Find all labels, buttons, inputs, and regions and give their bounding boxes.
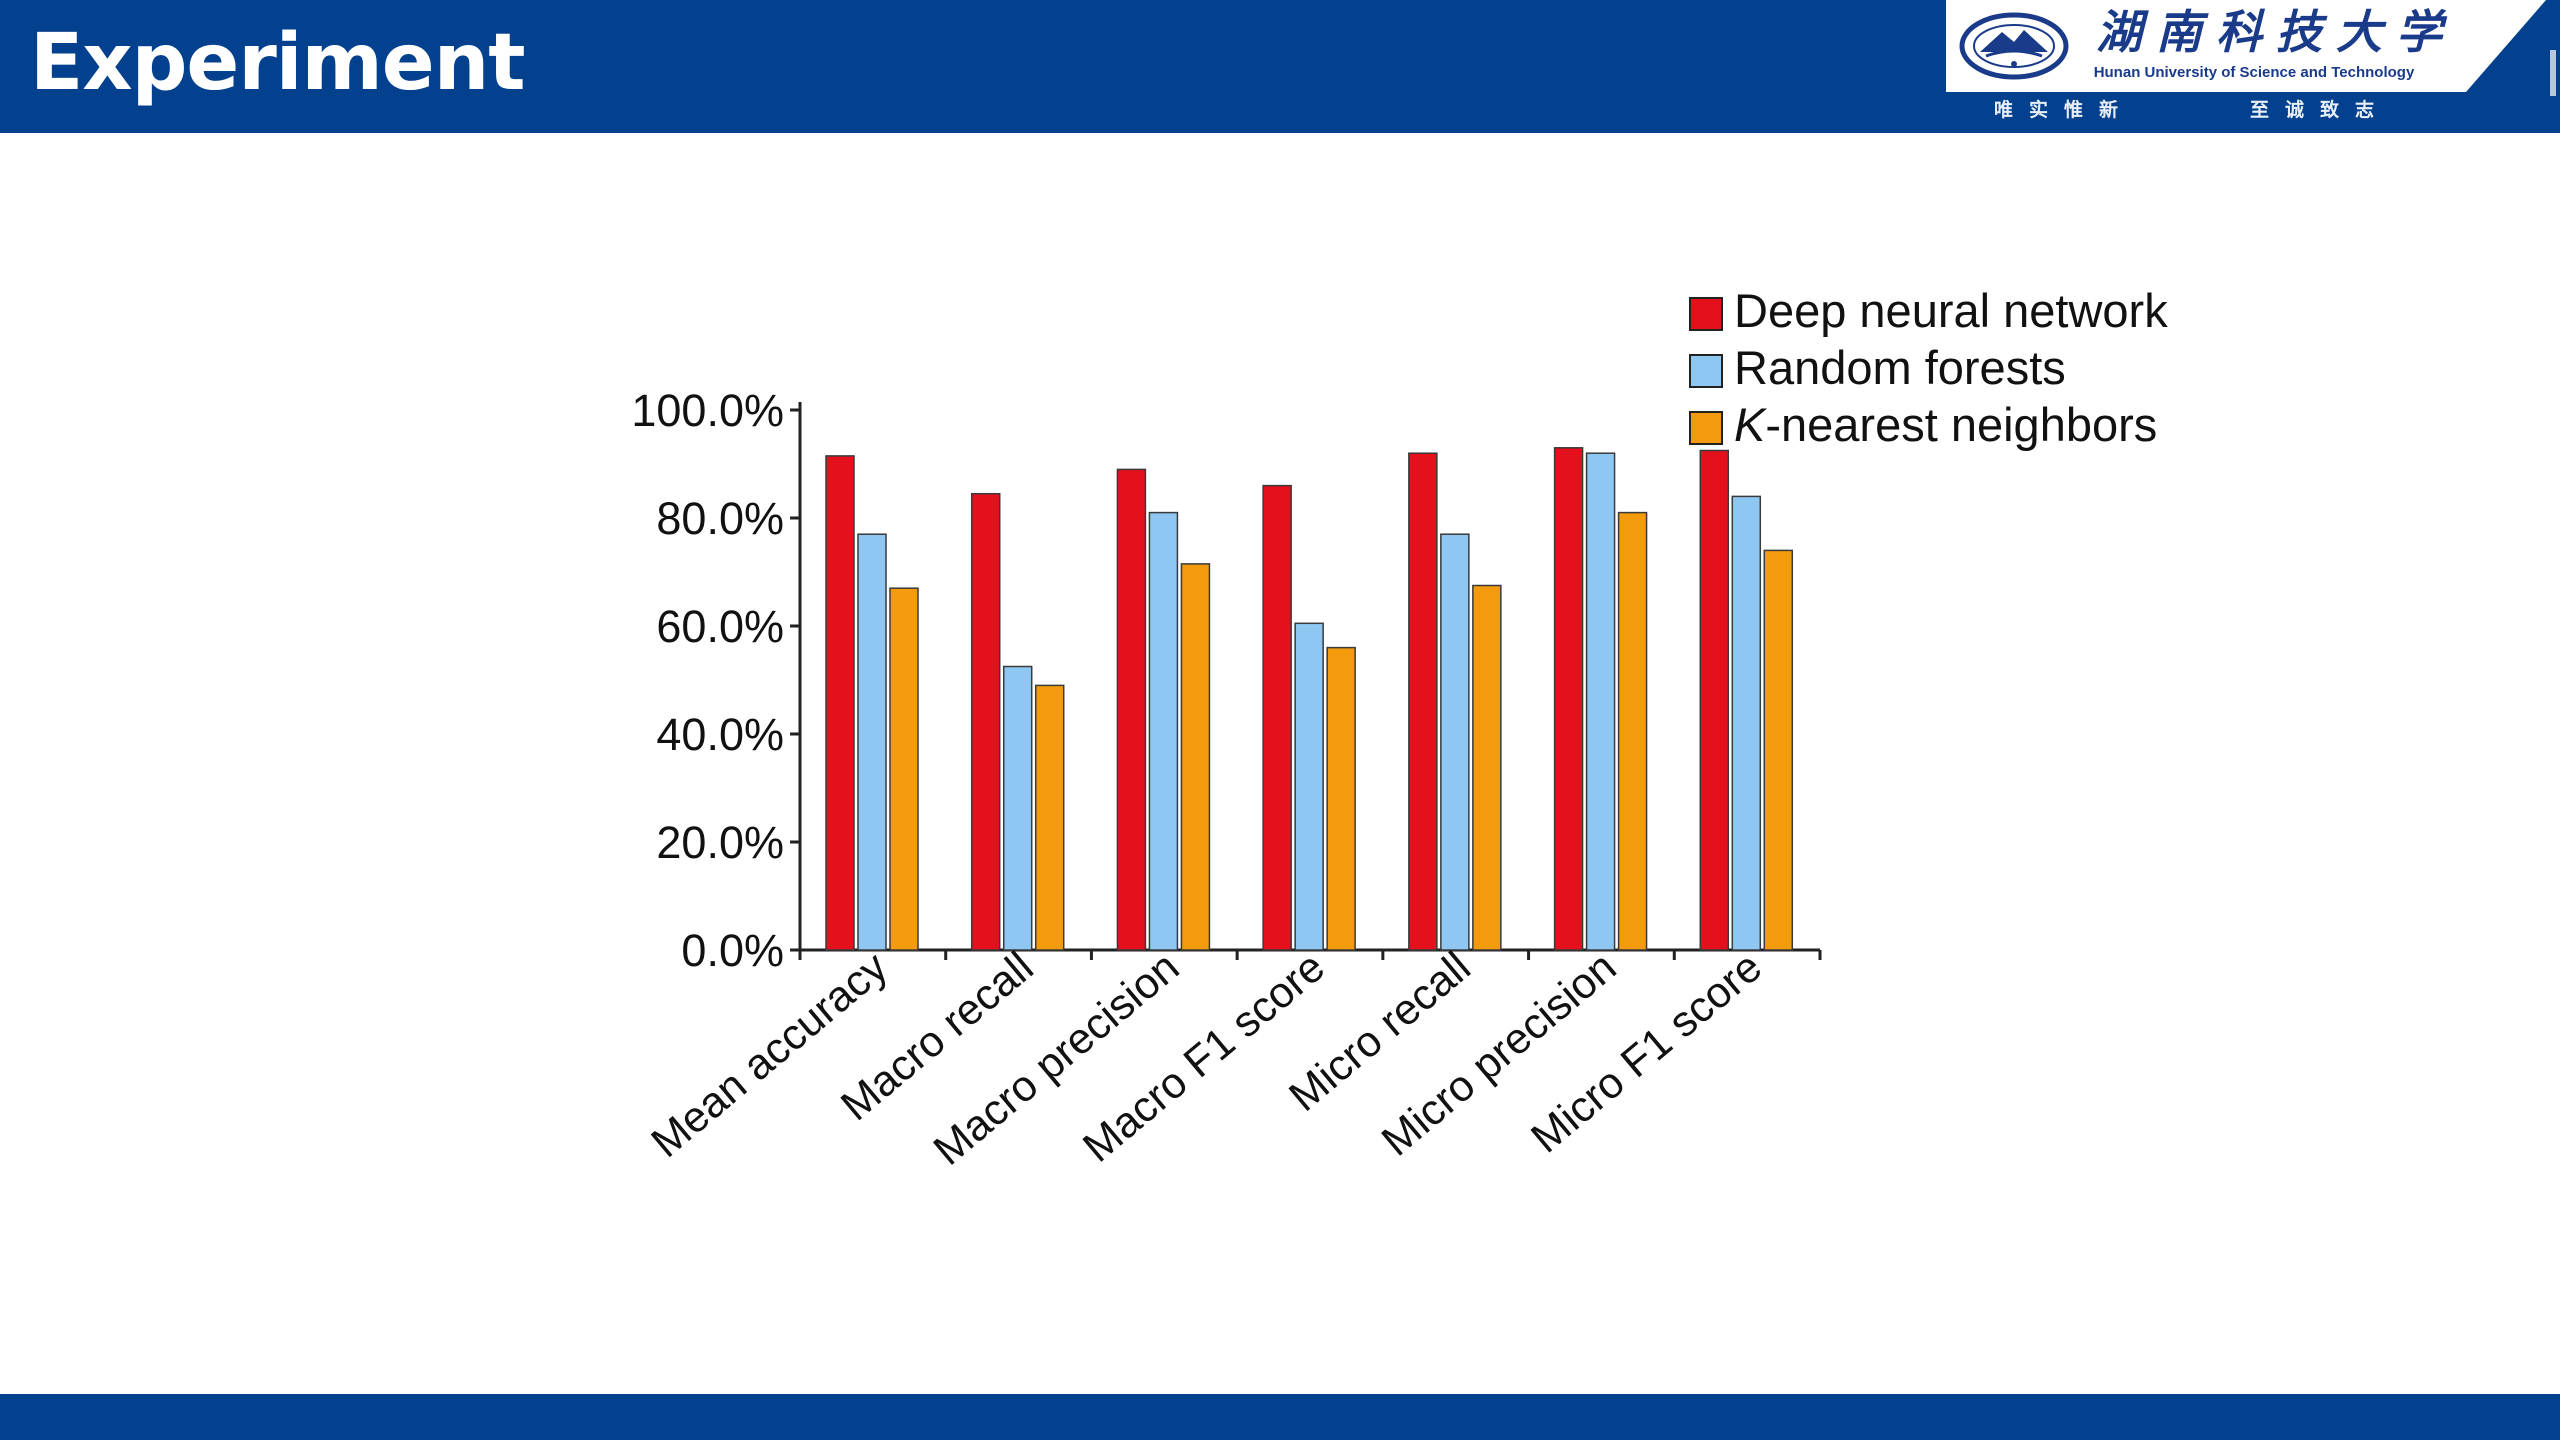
y-tick-label: 60.0%	[656, 601, 784, 652]
bar	[1472, 584, 1502, 951]
x-tick-label: Macro F1 score	[1074, 943, 1334, 1172]
x-tick-label: Mean accuracy	[643, 943, 898, 1168]
bar	[1294, 622, 1324, 951]
y-tick-label: 0.0%	[681, 925, 784, 976]
bar	[1553, 447, 1584, 951]
bar	[1002, 665, 1033, 951]
y-tick-label: 80.0%	[656, 493, 784, 544]
university-name-cn: 湖南科技大学	[2096, 5, 2456, 59]
legend-label: Random forests	[1734, 341, 2066, 394]
motto-left: 唯实惟新	[1994, 99, 2135, 121]
header-bar: Experiment 湖南科技大学 Hunan University of Sc…	[0, 0, 2560, 133]
bar	[1116, 468, 1147, 951]
bar	[1408, 452, 1438, 951]
bar	[1585, 452, 1616, 951]
university-name-en: Hunan University of Science and Technolo…	[2093, 64, 2415, 81]
bar	[857, 533, 887, 951]
motto-right: 至诚致志	[2250, 99, 2391, 121]
bar	[889, 587, 919, 951]
header-edge-mark	[2550, 50, 2556, 96]
bar	[1731, 495, 1762, 951]
bar	[1699, 449, 1730, 951]
legend-label: Deep neural network	[1734, 284, 2168, 337]
legend-label: K-nearest neighbors	[1734, 398, 2157, 451]
bar	[1262, 484, 1292, 951]
legend-swatch	[1689, 354, 1723, 388]
bar	[825, 455, 855, 951]
bar	[1617, 511, 1648, 951]
y-tick-label: 20.0%	[656, 817, 784, 868]
y-tick-label: 100.0%	[631, 385, 784, 436]
bar	[970, 492, 1001, 951]
university-logo: 湖南科技大学 Hunan University of Science and T…	[1946, 0, 2546, 92]
bar	[1180, 563, 1211, 951]
footer-bar	[0, 1394, 2560, 1440]
university-emblem-icon	[1959, 12, 2069, 80]
bar	[1763, 549, 1794, 951]
bar	[1440, 533, 1470, 951]
bar	[1326, 646, 1356, 951]
slide-title: Experiment	[30, 18, 526, 108]
legend-swatch	[1689, 411, 1723, 445]
legend-swatch	[1689, 297, 1723, 331]
bar-chart: 0.0% 20.0% 40.0% 60.0% 80.0% 100.0% Mean accur…	[631, 284, 2168, 1175]
bar	[1034, 684, 1065, 951]
x-tick-label: Macro precision	[925, 943, 1188, 1175]
bar	[1148, 511, 1179, 951]
y-tick-label: 40.0%	[656, 709, 784, 760]
